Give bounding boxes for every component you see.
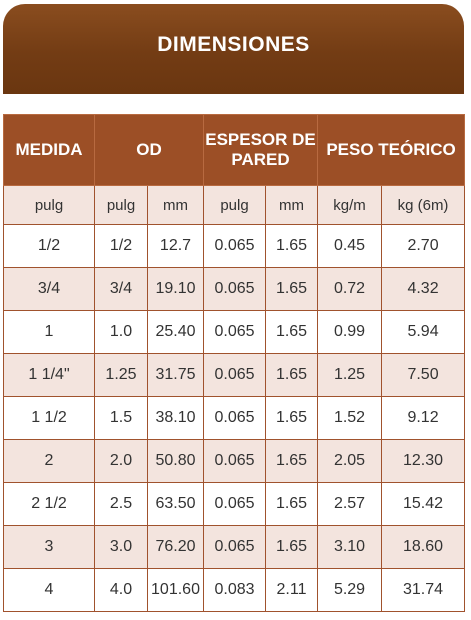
header-peso: PESO TEÓRICO [317, 114, 466, 186]
dimensions-table: MEDIDA OD ESPESOR DE PARED PESO TEÓRICO … [3, 114, 466, 612]
unit-header: mm [147, 185, 204, 225]
table-cell: 1.65 [264, 310, 319, 354]
table-cell: 19.10 [147, 267, 204, 311]
table-cell: 31.75 [147, 353, 204, 397]
unit-header: pulg [3, 185, 95, 225]
table-cell: 63.50 [147, 482, 204, 526]
table-row: 1/2 1/2 12.7 0.065 1.65 0.45 2.70 [3, 224, 466, 268]
table-cell: 0.99 [317, 310, 383, 354]
table-row: 4 4.0 101.60 0.083 2.11 5.29 31.74 [3, 568, 466, 612]
table-cell: 2 1/2 [3, 482, 95, 526]
table-cell: 5.29 [317, 568, 383, 612]
unit-header-row: pulg pulg mm pulg mm kg/m kg (6m) [3, 185, 466, 225]
table-cell: 1.5 [94, 396, 148, 440]
table-cell: 1 1/2 [3, 396, 95, 440]
table-cell: 1.65 [264, 482, 319, 526]
table-row: 1 1/2 1.5 38.10 0.065 1.65 1.52 9.12 [3, 396, 466, 440]
header-od: OD [94, 114, 204, 186]
table-cell: 1.65 [264, 224, 319, 268]
table-cell: 1/2 [94, 224, 148, 268]
table-cell: 2.05 [317, 439, 383, 483]
table-cell: 2.0 [94, 439, 148, 483]
table-cell: 4.32 [381, 267, 466, 311]
table-cell: 2.70 [381, 224, 466, 268]
table-body: 1/2 1/2 12.7 0.065 1.65 0.45 2.70 3/4 3/4 19.10 0.… [3, 224, 466, 612]
table-cell: 1.65 [264, 439, 319, 483]
table-row: 1 1/4" 1.25 31.75 0.065 1.65 1.25 7.50 [3, 353, 466, 397]
table-cell: 1.65 [264, 353, 319, 397]
table-cell: 5.94 [381, 310, 466, 354]
table-cell: 50.80 [147, 439, 204, 483]
table-cell: 15.42 [381, 482, 466, 526]
table-cell: 1.25 [94, 353, 148, 397]
table-cell: 1/2 [3, 224, 95, 268]
table-cell: 101.60 [147, 568, 204, 612]
table-row: 2 2.0 50.80 0.065 1.65 2.05 12.30 [3, 439, 466, 483]
table-cell: 1 [3, 310, 95, 354]
table-cell: 12.30 [381, 439, 466, 483]
table-cell: 0.065 [203, 525, 266, 569]
table-cell: 31.74 [381, 568, 466, 612]
table-cell: 7.50 [381, 353, 466, 397]
table-cell: 0.065 [203, 482, 266, 526]
group-header-row: MEDIDA OD ESPESOR DE PARED PESO TEÓRICO [3, 114, 466, 186]
table-cell: 2.11 [264, 568, 319, 612]
table-cell: 2.5 [94, 482, 148, 526]
table-row: 1 1.0 25.40 0.065 1.65 0.99 5.94 [3, 310, 466, 354]
table-cell: 0.065 [203, 267, 266, 311]
header-espesor: ESPESOR DE PARED [202, 114, 319, 186]
unit-header: kg (6m) [381, 185, 466, 225]
table-cell: 0.065 [203, 224, 266, 268]
table-cell: 3/4 [3, 267, 95, 311]
table-cell: 4 [3, 568, 95, 612]
table-row: 3 3.0 76.20 0.065 1.65 3.10 18.60 [3, 525, 466, 569]
table-row: 3/4 3/4 19.10 0.065 1.65 0.72 4.32 [3, 267, 466, 311]
unit-header: pulg [203, 185, 266, 225]
table-cell: 3.0 [94, 525, 148, 569]
table-cell: 76.20 [147, 525, 204, 569]
table-cell: 2.57 [317, 482, 383, 526]
table-cell: 9.12 [381, 396, 466, 440]
table-cell: 1.0 [94, 310, 148, 354]
table-row: 2 1/2 2.5 63.50 0.065 1.65 2.57 15.42 [3, 482, 466, 526]
table-cell: 1.65 [264, 267, 319, 311]
page-title: DIMENSIONES [157, 33, 310, 56]
table-cell: 38.10 [147, 396, 204, 440]
table-cell: 1.25 [317, 353, 383, 397]
table-cell: 0.72 [317, 267, 383, 311]
table-cell: 0.065 [203, 310, 266, 354]
table-cell: 1.52 [317, 396, 383, 440]
table-cell: 0.45 [317, 224, 383, 268]
unit-header: mm [264, 185, 319, 225]
table-cell: 4.0 [94, 568, 148, 612]
title-banner: DIMENSIONES [3, 4, 464, 94]
table-cell: 1.65 [264, 396, 319, 440]
unit-header: kg/m [317, 185, 383, 225]
table-cell: 3/4 [94, 267, 148, 311]
table-cell: 1.65 [264, 525, 319, 569]
table-cell: 1 1/4" [3, 353, 95, 397]
header-medida: MEDIDA [3, 114, 95, 186]
table-cell: 3.10 [317, 525, 383, 569]
table-cell: 0.065 [203, 396, 266, 440]
table-cell: 3 [3, 525, 95, 569]
table-cell: 0.083 [203, 568, 266, 612]
unit-header: pulg [94, 185, 148, 225]
table-cell: 12.7 [147, 224, 204, 268]
table-cell: 0.065 [203, 353, 266, 397]
table-cell: 25.40 [147, 310, 204, 354]
table-cell: 0.065 [203, 439, 266, 483]
table-cell: 18.60 [381, 525, 466, 569]
table-cell: 2 [3, 439, 95, 483]
